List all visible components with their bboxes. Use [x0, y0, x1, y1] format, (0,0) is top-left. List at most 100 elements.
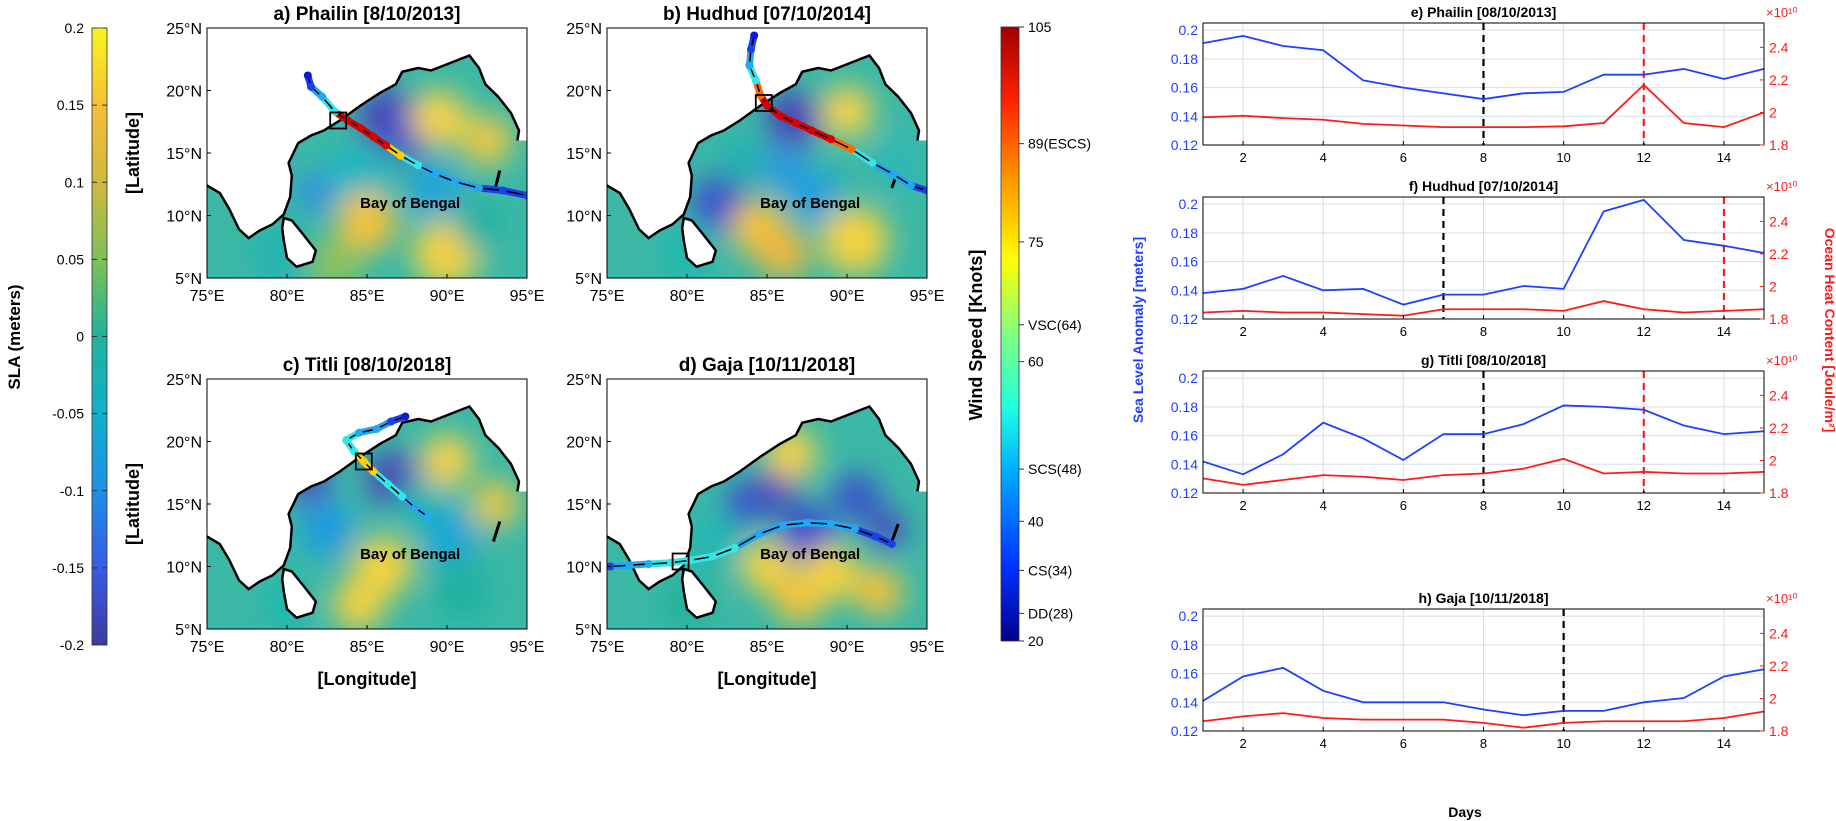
ts-right-exponent: ×10¹⁰ [1766, 353, 1798, 368]
ts-x-tick-label: 12 [1637, 498, 1651, 513]
track-point [475, 184, 483, 192]
lon-tick-label: 85°E [750, 639, 785, 656]
ts-right-tick-label: 2 [1769, 104, 1777, 120]
sla-anomaly-patch [719, 135, 767, 184]
ts-x-tick-label: 12 [1637, 150, 1651, 165]
map-panel-title: b) Hudhud [07/10/2014] [663, 4, 871, 25]
map-panel-title: a) Phailin [8/10/2013] [274, 4, 461, 25]
ts-x-tick-label: 8 [1480, 150, 1487, 165]
ts-left-tick-label: 0.2 [1179, 370, 1199, 386]
sla-tick-label: 0.1 [65, 174, 85, 190]
ts-x-tick-label: 8 [1480, 324, 1487, 339]
ts-x-tick-label: 10 [1556, 324, 1570, 339]
ts-left-tick-label: 0.14 [1171, 282, 1198, 298]
lat-tick-label: 15°N [566, 497, 602, 514]
ts-x-tick-label: 14 [1717, 498, 1731, 513]
track-point [775, 111, 784, 120]
sla-tick-label: 0.2 [65, 20, 85, 36]
ts-x-tick-label: 14 [1717, 324, 1731, 339]
ts-left-tick-label: 0.14 [1171, 108, 1198, 124]
sla-anomaly-patch [333, 578, 385, 629]
track-point [907, 181, 915, 190]
sla-anomaly-patch [803, 544, 859, 601]
sla-series-line [1202, 198, 1765, 306]
track-point [355, 428, 363, 437]
lat-tick-label: 10°N [166, 560, 202, 577]
ts-x-tick-label: 14 [1717, 150, 1731, 165]
landfall-box [754, 94, 773, 112]
track-point [803, 518, 811, 527]
ts-right-tick-label: 2.2 [1769, 246, 1789, 262]
track-point [625, 561, 634, 570]
track-point [923, 186, 927, 195]
track-centerline [758, 524, 784, 535]
ts-left-tick-label: 0.2 [1179, 196, 1199, 212]
sla-tick-label: -0.05 [52, 406, 84, 422]
wind-tick-label: CS(34) [1028, 562, 1072, 578]
map-panel: Bay of Bengal d) Gaja [10/11/2018] 75°E 80°… [566, 355, 944, 689]
wind-tick-label: SCS(48) [1028, 461, 1082, 477]
ts-x-tick-label: 12 [1637, 736, 1651, 751]
sla-field [661, 85, 921, 278]
wind-tick-label: 89(ESCS) [1028, 136, 1091, 152]
sri-lanka-island [680, 567, 718, 620]
ts-left-tick-label: 0.12 [1171, 723, 1198, 739]
ts-right-tick-label: 1.8 [1769, 311, 1789, 327]
lat-tick-label: 20°N [166, 435, 202, 452]
track-point [763, 101, 771, 110]
track-point [318, 92, 327, 101]
ts-x-tick-label: 4 [1320, 498, 1327, 513]
track-point [871, 532, 880, 541]
land-mask [207, 379, 527, 589]
track-point [750, 31, 759, 40]
ts-panel-title: g) Titli [08/10/2018] [1421, 352, 1546, 368]
map-x-axis-label: [Longitude] [718, 669, 817, 689]
wind-tick-label: 60 [1028, 354, 1044, 370]
track-point [791, 119, 800, 127]
track-point [383, 480, 392, 488]
wind-colorbar: 105 89(ESCS) 75 VSC(64) 60 SCS(48) 40 CS(34) DD(… [966, 19, 1091, 649]
track-point [851, 525, 859, 533]
sla-colorbar-label: SLA (meters) [5, 284, 24, 389]
lat-tick-label: 20°N [566, 435, 602, 452]
land-mask [607, 379, 927, 589]
sla-anomaly-patch [299, 501, 355, 557]
cyclone-track [745, 31, 927, 195]
wind-tick-label: 20 [1028, 633, 1044, 649]
sla-anomaly-patch [741, 540, 793, 593]
region-label: Bay of Bengal [360, 546, 460, 563]
lon-tick-label: 75°E [590, 288, 625, 305]
coastline [607, 53, 921, 240]
sla-tick-label: -0.1 [60, 483, 84, 499]
cyclone-track [342, 412, 432, 521]
track-centerline [806, 522, 832, 525]
ts-x-tick-label: 8 [1480, 736, 1487, 751]
coastline [207, 53, 521, 240]
ts-left-tick-label: 0.16 [1171, 80, 1198, 96]
sla-anomaly-patch [295, 173, 336, 213]
ts-right-tick-label: 2.2 [1769, 72, 1789, 88]
track-point [708, 552, 717, 561]
lon-tick-label: 90°E [430, 288, 465, 305]
ts-x-tick-label: 10 [1556, 736, 1570, 751]
ts-x-tick-label: 4 [1320, 324, 1327, 339]
sla-colorbar-ticks: 0.2 0.15 0.1 0.05 0 -0.05 -0.1 -0.15 -0.2 [52, 20, 107, 653]
ts-right-tick-label: 2.4 [1769, 39, 1789, 55]
ts-left-tick-label: 0.12 [1171, 137, 1198, 153]
sla-series-line [1202, 34, 1765, 100]
ts-right-tick-label: 2 [1769, 690, 1777, 706]
region-label: Bay of Bengal [760, 546, 860, 563]
ts-left-tick-label: 0.12 [1171, 485, 1198, 501]
andaman-islands [493, 170, 502, 190]
ts-x-tick-label: 10 [1556, 498, 1570, 513]
track-point [847, 145, 856, 154]
sla-series-line [1202, 404, 1765, 476]
sri-lanka-island [680, 216, 718, 269]
track-centerline [851, 148, 874, 164]
sla-anomaly-patch [411, 90, 467, 146]
sla-series-line [1202, 666, 1765, 717]
sla-anomaly-patch [869, 139, 921, 192]
sla-anomaly-patch [461, 114, 513, 167]
wind-tick-label: 105 [1028, 19, 1052, 35]
ts-x-tick-label: 10 [1556, 150, 1570, 165]
